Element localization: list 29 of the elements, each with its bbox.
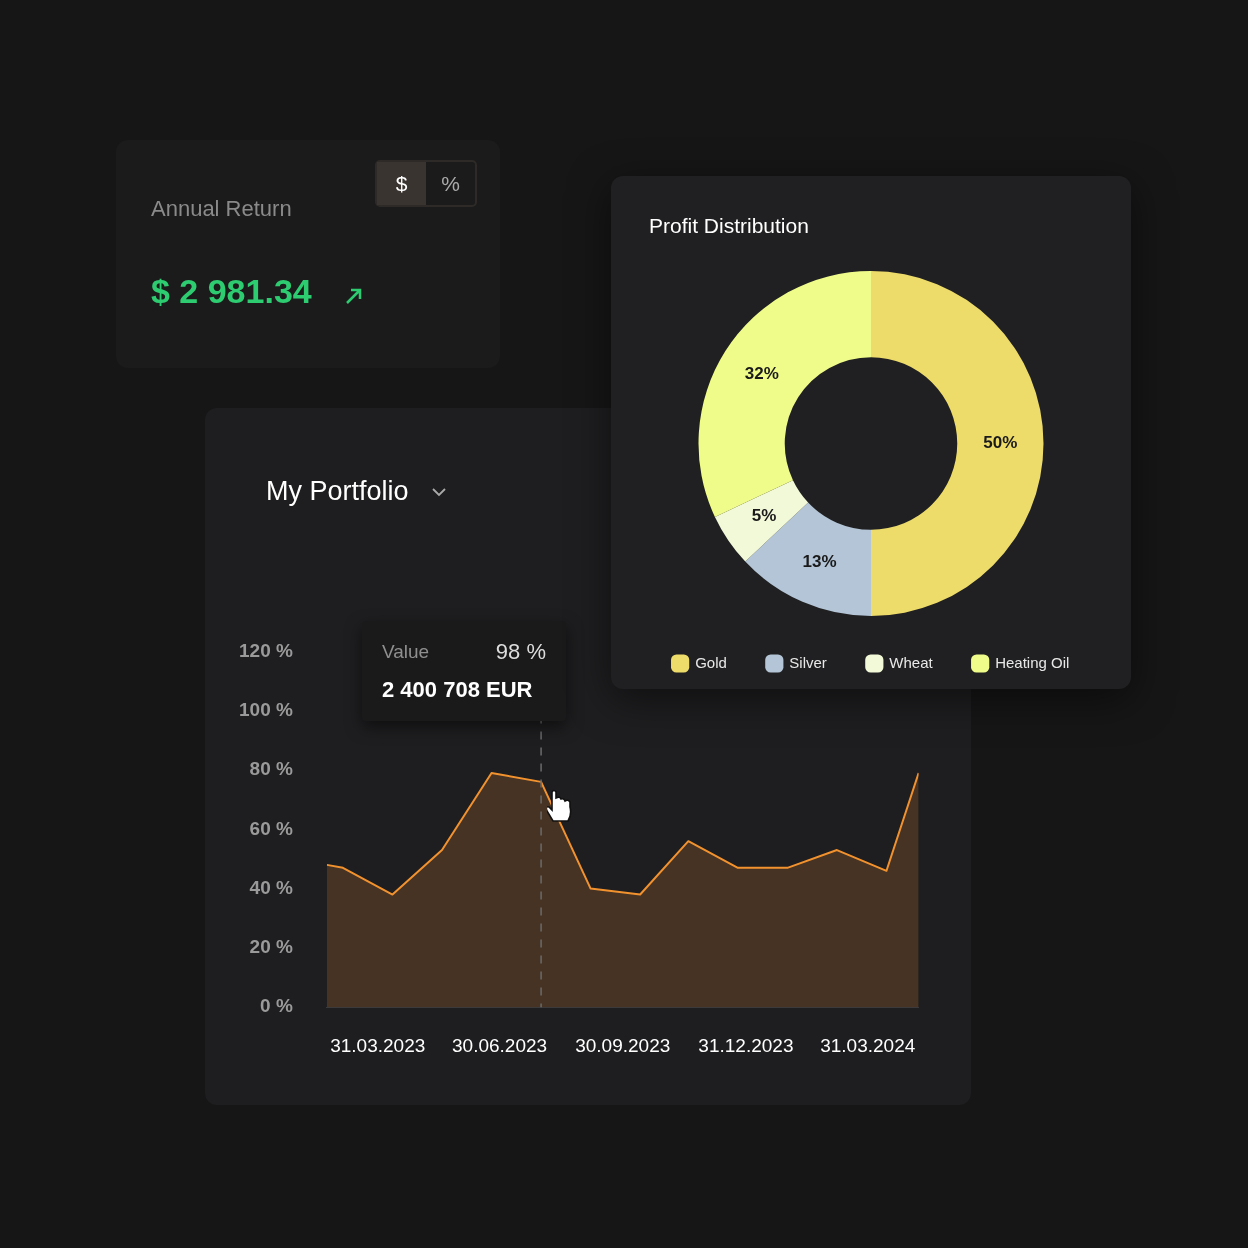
data-label: 50% (983, 433, 1018, 453)
annotation: 98 % (495, 639, 546, 665)
text: $ 2 981.34 (151, 272, 312, 311)
legend-label: Gold (695, 653, 727, 671)
data-label: 32% (744, 363, 779, 383)
y-tick-label: 80 % (249, 758, 293, 780)
y-tick-label: 40 % (249, 876, 293, 898)
x-tick-label: 31.03.2023 (330, 1034, 426, 1056)
data-label: 5% (751, 505, 777, 525)
text: Annual Return (151, 196, 292, 222)
chart-title: Profit Distribution (649, 214, 809, 238)
chart-title: My Portfolio (266, 476, 409, 507)
y-tick-label: 20 % (249, 936, 293, 958)
x-tick-label: 30.09.2023 (575, 1034, 671, 1056)
annotation: 2 400 708 EUR (382, 677, 533, 703)
y-tick-label: 60 % (249, 817, 293, 839)
y-tick-label: 100 % (239, 698, 293, 720)
y-tick-label: 0 % (260, 995, 293, 1017)
legend-label: Heating Oil (995, 653, 1070, 671)
text: $ (377, 162, 426, 205)
text: % (440, 170, 461, 197)
annotation: Value (382, 641, 430, 663)
y-tick-label: 120 % (239, 639, 293, 661)
data-label: 13% (802, 551, 837, 571)
x-tick-label: 30.06.2023 (452, 1034, 548, 1056)
legend-label: Silver (789, 653, 827, 671)
x-tick-label: 31.12.2023 (698, 1034, 794, 1056)
x-tick-label: 31.03.2024 (820, 1034, 916, 1056)
legend-label: Wheat (889, 653, 934, 671)
